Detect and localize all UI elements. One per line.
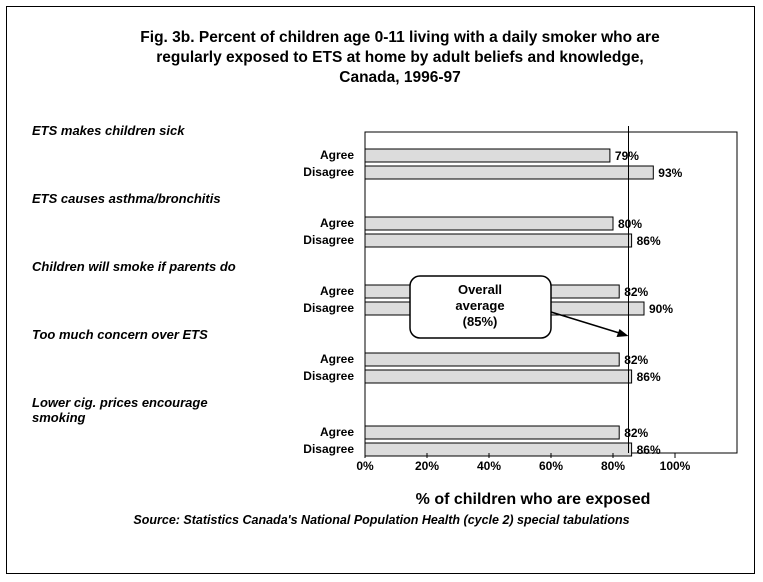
bar	[364, 216, 614, 231]
bar-category-label: Agree	[320, 352, 354, 366]
callout-arrow	[550, 311, 623, 335]
group-label: Children will smoke if parents do	[32, 259, 236, 274]
chart-title-line-3: Canada, 1996-97	[339, 69, 461, 86]
bar-value-label: 79%	[615, 149, 639, 163]
group-label: smoking	[32, 410, 86, 425]
callout-text: (85%)	[463, 314, 498, 329]
bar-value-label: 80%	[618, 217, 642, 231]
callout-arrowhead	[616, 329, 629, 337]
bar	[364, 442, 633, 457]
bar-category-label: Agree	[320, 425, 354, 439]
chart-title-line-2: regularly exposed to ETS at home by adul…	[156, 49, 644, 66]
bar-category-label: Disagree	[303, 369, 354, 383]
x-tick-label: 0%	[356, 459, 374, 473]
x-tick-label: 60%	[539, 459, 563, 473]
x-tick-label: 80%	[601, 459, 625, 473]
group-label: Lower cig. prices encourage	[32, 395, 208, 410]
bar-category-label: Agree	[320, 284, 354, 298]
source-note: Source: Statistics Canada's National Pop…	[133, 513, 630, 527]
chart-title: Fig. 3b. Percent of children age 0-11 li…	[60, 28, 740, 88]
chart-title-line-1: Fig. 3b. Percent of children age 0-11 li…	[140, 29, 660, 46]
bar-category-label: Disagree	[303, 442, 354, 456]
callout-text: average	[455, 298, 504, 313]
x-tick-label: 40%	[477, 459, 501, 473]
bar-value-label: 82%	[624, 353, 648, 367]
x-axis-label: % of children who are exposed	[416, 491, 651, 508]
bar	[364, 233, 633, 248]
bar-value-label: 86%	[637, 234, 661, 248]
bar	[364, 369, 633, 384]
bar	[364, 165, 654, 180]
bar	[364, 352, 620, 367]
bar	[364, 425, 620, 440]
bar-category-label: Disagree	[303, 301, 354, 315]
plot-area: ETS makes children sick Agree 79% Disagree 9…	[32, 123, 738, 473]
group-label: ETS causes asthma/bronchitis	[32, 191, 221, 206]
x-tick-label: 20%	[415, 459, 439, 473]
x-tick-label: 100%	[660, 459, 691, 473]
callout-text: Overall	[458, 282, 502, 297]
bar-value-label: 82%	[624, 285, 648, 299]
bar-value-label: 86%	[637, 370, 661, 384]
bar-value-label: 90%	[649, 302, 673, 316]
bar-category-label: Disagree	[303, 233, 354, 247]
group-label: Too much concern over ETS	[32, 327, 208, 342]
callout-box	[409, 275, 552, 339]
group-label: ETS makes children sick	[32, 123, 185, 138]
bar-value-label: 86%	[637, 443, 661, 457]
bar-value-label: 82%	[624, 426, 648, 440]
bar-category-label: Disagree	[303, 165, 354, 179]
bar	[364, 148, 611, 163]
bar-value-label: 93%	[658, 166, 682, 180]
bar-category-label: Agree	[320, 148, 354, 162]
bar-category-label: Agree	[320, 216, 354, 230]
